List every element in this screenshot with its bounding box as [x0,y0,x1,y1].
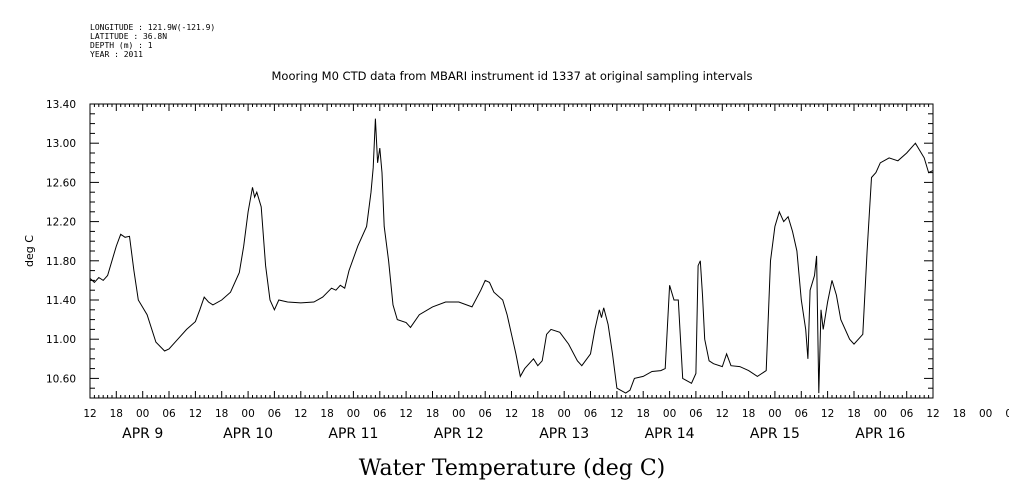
x-hour-label: 00 [136,408,149,420]
x-hour-label: 06 [268,408,282,420]
x-hour-label: 18 [847,408,860,420]
x-hour-label: 12 [399,408,412,420]
y-tick-label: 11.00 [46,334,76,346]
x-hour-label: 12 [83,408,96,420]
x-date-label: APR 12 [434,426,484,442]
x-hour-label: 00 [452,408,465,420]
chart-title: Mooring M0 CTD data from MBARI instrumen… [272,69,753,83]
x-hour-label: 12 [294,408,307,420]
x-hour-label: 18 [531,408,544,420]
x-hour-label: 00 [241,408,254,420]
x-hour-label: 06 [1005,408,1009,420]
y-tick-label: 13.40 [46,99,76,111]
meta-year: YEAR : 2011 [90,50,143,59]
x-hour-label: 12 [821,408,834,420]
y-tick-label: 11.80 [46,256,76,268]
x-hour-label: 06 [900,408,914,420]
x-hour-label: 06 [584,408,598,420]
y-axis-label: deg C [23,235,36,267]
x-hour-label: 00 [768,408,781,420]
x-date-label: APR 10 [223,426,273,442]
x-tick-labels: 12 18 00 06 12 18 00 06 12 18 00 06 12 18 00 06 12 18 00 06… [83,408,1009,442]
meta-latitude: LATITUDE : 36.8N [90,32,167,41]
x-hour-label: 00 [558,408,571,420]
x-hour-label: 18 [110,408,123,420]
x-hour-label: 12 [505,408,518,420]
meta-longitude: LONGITUDE : 121.9W(-121.9) [90,23,215,32]
x-hour-label: 06 [162,408,176,420]
x-hour-label: 18 [742,408,755,420]
y-tick-label: 12.20 [46,217,76,229]
y-tick-label: 11.40 [46,295,76,307]
x-date-label: APR 16 [855,426,905,442]
meta-depth: DEPTH (m) : 1 [90,41,153,50]
y-tick-labels: 10.60 11.00 11.40 11.80 12.20 12.60 13.00 13.40 [46,99,76,385]
x-hour-label: 00 [663,408,676,420]
x-hour-label: 12 [716,408,729,420]
series-line [89,118,934,394]
x-axis-label: Water Temperature (deg C) [359,456,666,481]
x-hour-label: 06 [795,408,809,420]
x-date-label: APR 11 [328,426,378,442]
x-hour-label: 18 [320,408,333,420]
x-hour-label: 18 [215,408,228,420]
metadata-block: LONGITUDE : 121.9W(-121.9) LATITUDE : 36… [90,23,215,59]
y-tick-label: 10.60 [46,373,76,385]
x-hour-label: 18 [426,408,439,420]
x-hour-label: 18 [953,408,966,420]
x-date-label: APR 15 [750,426,800,442]
x-hour-label: 06 [373,408,387,420]
x-hour-label: 00 [347,408,360,420]
y-tick-label: 13.00 [46,138,76,150]
x-hour-label: 18 [637,408,650,420]
x-date-label: APR 9 [122,426,163,442]
plot-frame [89,103,934,399]
x-hour-label: 06 [689,408,703,420]
x-hour-label: 06 [479,408,493,420]
x-date-label: APR 14 [645,426,695,442]
y-tick-label: 12.60 [46,177,76,189]
x-date-label: APR 13 [539,426,589,442]
axis-ticks [89,103,934,399]
x-hour-label: 00 [979,408,992,420]
x-hour-label: 12 [189,408,202,420]
x-hour-label: 12 [610,408,623,420]
x-hour-label: 00 [874,408,887,420]
x-hour-label: 12 [926,408,939,420]
